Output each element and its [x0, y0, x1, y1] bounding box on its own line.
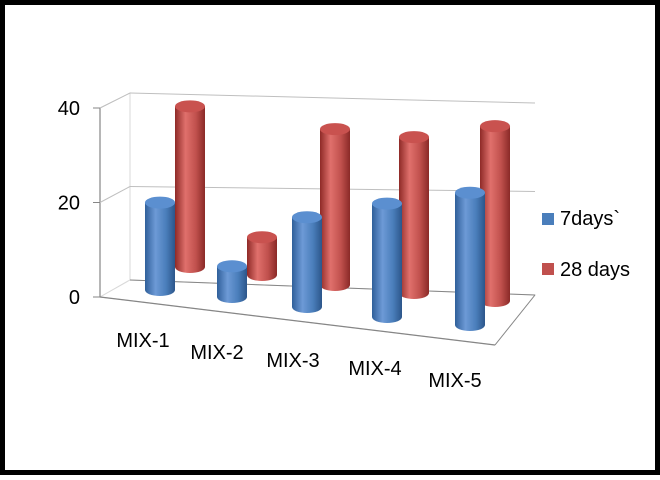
bar-body [175, 106, 205, 273]
bar-body [292, 217, 322, 313]
legend: 7days` 28 days [542, 208, 630, 281]
y-tick-label: 20 [58, 193, 80, 215]
legend-swatch-28-days [542, 263, 554, 275]
bar-top [480, 120, 510, 133]
x-tick-label: MIX-5 [428, 370, 481, 392]
bar-body [145, 202, 175, 296]
y-tick-label: 0 [69, 287, 80, 309]
bar-top [247, 231, 277, 244]
gridline-side [99, 92, 131, 109]
bar-28-days-mix-4 [399, 131, 429, 299]
chart-canvas: 0 20 40 MIX-1 MIX-2 MIX-3 MIX-4 MIX-5 7days` 2… [58, 92, 630, 392]
bar-top [372, 197, 402, 210]
bar-28-days-mix-3 [320, 123, 350, 291]
bar-top [320, 123, 350, 136]
legend-label-7days: 7days` [560, 208, 620, 230]
legend-label-28-days: 28 days [560, 259, 630, 281]
legend-swatch-7days [542, 213, 554, 225]
bar-top [175, 100, 205, 113]
gridline-side [99, 186, 131, 203]
bar-body [247, 237, 277, 281]
bar-7days-mix-1 [145, 196, 175, 296]
bar-body [320, 129, 350, 291]
x-tick-labels: MIX-1 MIX-2 MIX-3 MIX-4 MIX-5 [116, 330, 481, 392]
bar-top [399, 131, 429, 144]
x-tick-label: MIX-1 [116, 330, 169, 352]
bar-top [455, 186, 485, 199]
bar-7days-mix-5 [455, 186, 485, 331]
bar-body [372, 203, 402, 323]
x-axis-line [99, 296, 496, 346]
bar-28-days-mix-1 [175, 100, 205, 273]
bar-7days-mix-4 [372, 197, 402, 323]
bar-top [217, 260, 247, 273]
x-tick-label: MIX-4 [348, 358, 401, 380]
y-tick-labels: 0 20 40 [58, 98, 80, 309]
bar-7days-mix-3 [292, 211, 322, 313]
bar-body [399, 137, 429, 299]
bar-28-days-mix-2 [247, 231, 277, 281]
x-tick-label: MIX-3 [266, 350, 319, 372]
bar-body [455, 192, 485, 331]
gridline [129, 92, 536, 104]
bar-top [145, 196, 175, 209]
bar-body [217, 266, 247, 303]
floor-right-edge [494, 294, 536, 346]
x-tick-label: MIX-2 [190, 342, 243, 364]
bars-layer [145, 100, 510, 331]
bar-7days-mix-2 [217, 260, 247, 303]
bar-28-days-mix-5 [480, 120, 510, 307]
bar-top [292, 211, 322, 224]
y-tick-label: 40 [58, 98, 80, 120]
bar-body [480, 126, 510, 307]
